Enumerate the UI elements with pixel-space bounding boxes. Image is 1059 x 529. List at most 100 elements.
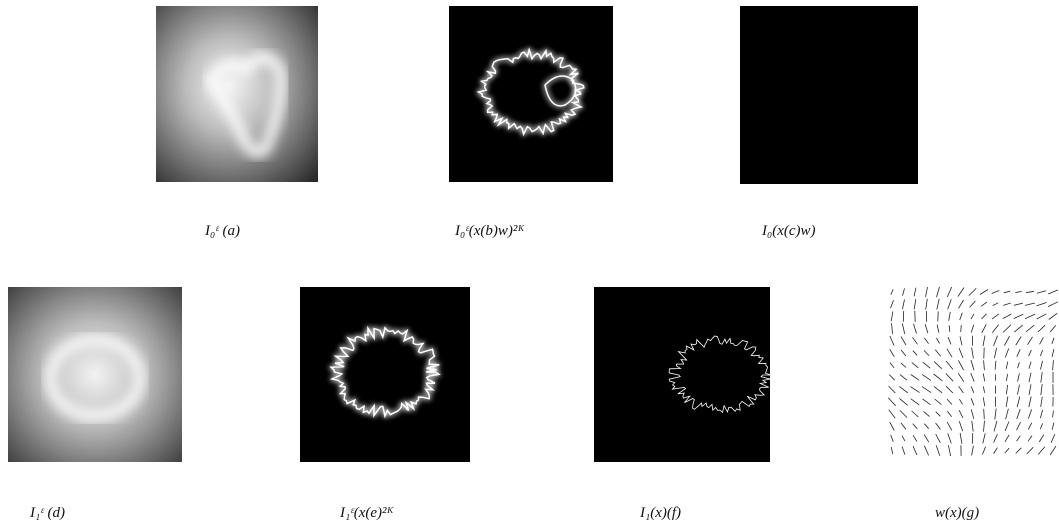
vector <box>1003 325 1011 333</box>
vector <box>1016 337 1021 346</box>
vector <box>972 348 974 359</box>
vector <box>934 374 943 381</box>
vector <box>1017 436 1021 441</box>
vector <box>936 338 939 343</box>
vector <box>984 421 985 432</box>
vector <box>903 288 905 295</box>
vector <box>1015 291 1022 292</box>
vector <box>913 351 917 356</box>
vector <box>981 302 987 306</box>
vector <box>1004 336 1009 345</box>
vector <box>901 337 906 345</box>
vector <box>1049 313 1057 319</box>
vector <box>958 288 964 297</box>
vector <box>889 375 894 381</box>
vector <box>1006 409 1009 420</box>
vector <box>972 446 974 456</box>
vector <box>1041 384 1042 395</box>
image <box>156 6 318 182</box>
vector <box>924 411 930 416</box>
caption: I₁ᵋ (d) <box>29 505 65 521</box>
vector <box>912 363 918 368</box>
vector <box>891 435 894 442</box>
image <box>740 6 918 184</box>
vector <box>1003 303 1010 305</box>
vector <box>913 337 918 344</box>
vector <box>889 386 896 393</box>
vector <box>1016 448 1022 454</box>
vector <box>948 445 950 456</box>
vector <box>959 410 963 418</box>
vector <box>1028 337 1033 345</box>
vector <box>960 336 962 345</box>
image <box>300 287 470 462</box>
vector <box>936 423 941 429</box>
vector <box>1028 436 1032 442</box>
vector <box>901 423 906 430</box>
vector <box>911 399 920 405</box>
vector <box>924 446 928 456</box>
vector <box>1027 447 1033 454</box>
vector <box>1006 397 1008 408</box>
vector <box>890 363 894 368</box>
caption: I₀ᵋ (a) <box>204 223 240 239</box>
image <box>594 287 770 462</box>
vector <box>1028 423 1031 430</box>
panel-b <box>449 6 613 182</box>
vector <box>1029 373 1031 382</box>
vector <box>1017 422 1021 430</box>
vector <box>992 314 999 319</box>
vector <box>960 313 963 320</box>
caption: I₀(x(c)w) <box>761 223 816 239</box>
vector <box>914 288 916 297</box>
vector <box>1014 325 1022 332</box>
vector <box>1040 337 1044 344</box>
vector <box>1017 409 1020 419</box>
vector <box>1050 446 1056 455</box>
vector <box>949 325 950 332</box>
vector <box>1052 349 1054 357</box>
vector <box>980 290 988 295</box>
vector <box>946 361 953 369</box>
vector <box>891 289 893 294</box>
vector <box>924 424 928 429</box>
vector <box>1005 422 1009 431</box>
vector <box>970 301 976 307</box>
vector <box>947 411 951 417</box>
vector <box>971 314 974 319</box>
vector <box>958 360 963 370</box>
vector <box>947 422 952 430</box>
vector <box>1017 397 1020 408</box>
vector <box>903 300 905 309</box>
image <box>449 6 613 182</box>
vector <box>961 325 962 332</box>
caption: I₀ᵋ(x(b)w)²ᴷ <box>454 223 525 239</box>
vector <box>926 299 928 310</box>
vector <box>1018 362 1020 368</box>
vector <box>994 434 998 442</box>
vector <box>910 387 919 393</box>
vector <box>992 291 1000 294</box>
vector <box>971 386 974 392</box>
vector <box>982 314 987 319</box>
vector <box>949 312 951 321</box>
panel-e <box>300 287 470 462</box>
vector <box>1005 448 1009 453</box>
vector <box>1053 411 1054 418</box>
panel-d <box>8 287 182 462</box>
vector <box>913 446 917 455</box>
vector <box>1014 303 1023 305</box>
vector <box>1041 397 1043 407</box>
image <box>8 287 182 462</box>
vector <box>1036 303 1046 306</box>
caption: w(x)(g) <box>935 505 979 521</box>
vector <box>994 448 998 454</box>
vector <box>1029 350 1032 356</box>
vector <box>1006 362 1008 369</box>
vector <box>1018 385 1020 395</box>
vector <box>1026 291 1034 292</box>
figure: I₀ᵋ (a) I₀ᵋ(x(b)w)²ᴷ I₀(x(c)w) I₁ᵋ (d) I… <box>0 0 1059 529</box>
vector <box>947 349 952 357</box>
vector <box>1038 447 1045 455</box>
vector <box>936 434 941 443</box>
